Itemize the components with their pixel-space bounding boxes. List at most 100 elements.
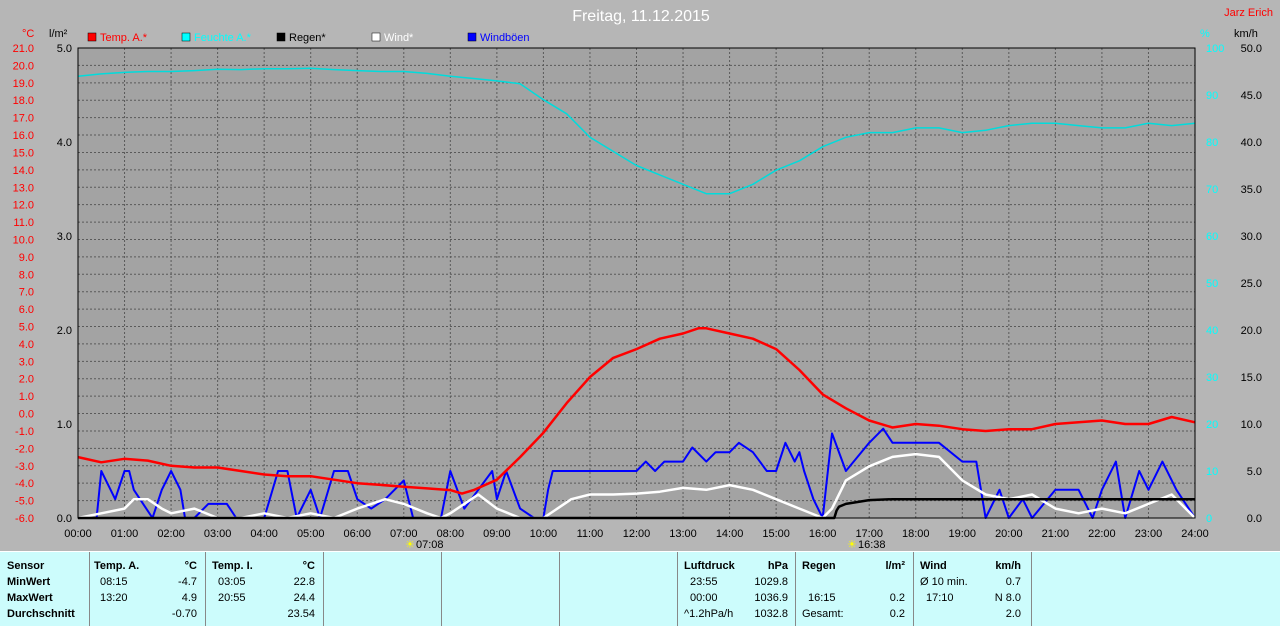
wind-tick-label: 45.0: [1241, 90, 1262, 102]
temp-tick-label: 2.0: [19, 374, 34, 386]
rain-tick-label: 4.0: [57, 137, 72, 149]
col-temp-i: Temp. I. °C 03:05 22.8 20:55 24.4 23.54: [206, 552, 324, 626]
gust-series-line: [78, 427, 1196, 519]
temp-i-header: Temp. I.: [212, 560, 253, 572]
legend-label: Windböen: [480, 32, 530, 44]
x-tick-label: 14:00: [716, 528, 744, 540]
luftdruck-unit: hPa: [767, 560, 788, 572]
humidity-tick-label: 80: [1206, 137, 1218, 149]
sunset-time: 16:38: [858, 539, 886, 550]
legend: Temp. A.* Feuchte A.* Regen* Wind* Windböen: [87, 32, 530, 44]
wind-tick-label: 25.0: [1241, 278, 1262, 290]
humidity-tick-label: 40: [1206, 325, 1218, 337]
regen-total-value: 0.2: [889, 608, 905, 620]
col-luftdruck: Luftdruck hPa 23:55 1029.8 00:00 1036.9 …: [678, 552, 796, 626]
wind-tick-label: 15.0: [1241, 372, 1262, 384]
temp-i-unit: °C: [302, 560, 315, 572]
temp-tick-label: 21.0: [13, 43, 34, 55]
legend-swatch: [87, 32, 97, 42]
wind-header: Wind: [920, 560, 947, 572]
temp-tick-label: 14.0: [13, 165, 34, 177]
x-tick-label: 10:00: [530, 528, 558, 540]
temp-tick-label: 3.0: [19, 356, 34, 368]
luftdruck-min-value: 1029.8: [754, 576, 788, 588]
legend-label: Feuchte A.*: [194, 32, 252, 44]
x-tick-label: 08:00: [437, 528, 465, 540]
temp-tick-label: 15.0: [13, 147, 34, 159]
col-empty-3: [560, 552, 678, 626]
x-tick-label: 07:00: [390, 528, 418, 540]
temp-tick-label: 4.0: [19, 339, 34, 351]
wind-max-time: 17:10: [926, 592, 954, 604]
luftdruck-min-time: 23:55: [690, 576, 718, 588]
temp-tick-label: -2.0: [15, 443, 34, 455]
temp-tick-label: -1.0: [15, 426, 34, 438]
temp-tick-label: 9.0: [19, 252, 34, 264]
rain-tick-label: 2.0: [57, 325, 72, 337]
col-empty-1: [324, 552, 442, 626]
x-tick-label: 20:00: [995, 528, 1023, 540]
regen-total-label: Gesamt:: [802, 608, 844, 620]
temp-i-max-value: 24.4: [293, 592, 315, 604]
temp-tick-label: -4.0: [15, 478, 34, 490]
chart-svg: 00:00 01:00 02:00 03:00 04:00 05:00 06:00 07:00…: [13, 7, 1273, 551]
wind-max-value: N 8.0: [994, 592, 1021, 604]
wind-tick-label: 40.0: [1241, 137, 1262, 149]
legend-label: Wind*: [384, 32, 414, 44]
x-tick-label: 03:00: [204, 528, 232, 540]
temp-a-avg-value: -0.70: [171, 608, 197, 620]
wind-tick-label: 35.0: [1241, 184, 1262, 196]
temp-tick-label: 17.0: [13, 113, 34, 125]
temp-tick-label: 20.0: [13, 60, 34, 72]
humidity-tick-label: 0: [1206, 513, 1212, 525]
temp-i-max-time: 20:55: [218, 592, 246, 604]
legend-label: Regen*: [289, 32, 326, 44]
wind-avg10-label: Ø 10 min.: [920, 576, 968, 588]
temp-unit-label: °C: [22, 28, 34, 40]
wind-tick-label: 30.0: [1241, 231, 1262, 243]
x-tick-label: 02:00: [157, 528, 185, 540]
temp-i-avg-value: 23.54: [287, 608, 315, 620]
rain-tick-label: 1.0: [57, 419, 72, 431]
wind-avg-value: 2.0: [1005, 608, 1021, 620]
temp-tick-label: -3.0: [15, 461, 34, 473]
x-tick-label: 04:00: [250, 528, 278, 540]
row-label-min: MinWert: [7, 576, 51, 588]
x-tick-label: 23:00: [1135, 528, 1163, 540]
sunrise-marker: ☀ 07:08: [405, 539, 444, 551]
x-tick-label: 15:00: [762, 528, 790, 540]
humidity-tick-label: 100: [1206, 43, 1224, 55]
chart-title: Freitag, 11.12.2015: [572, 8, 710, 25]
sensor-header: Sensor: [7, 560, 45, 572]
temp-tick-label: 0.0: [19, 409, 34, 421]
x-tick-label: 01:00: [111, 528, 139, 540]
regen-unit: l/m²: [885, 560, 905, 572]
row-label-avg: Durchschnitt: [7, 608, 75, 620]
plot-frame: [77, 47, 1196, 519]
luftdruck-header: Luftdruck: [684, 560, 735, 572]
luftdruck-max-time: 00:00: [690, 592, 718, 604]
humidity-series-line: [77, 67, 1196, 195]
temp-tick-label: 11.0: [13, 217, 34, 229]
temp-i-min-value: 22.8: [293, 576, 315, 588]
temp-tick-label: 16.0: [13, 130, 34, 142]
row-label-max: MaxWert: [7, 592, 53, 604]
legend-swatch: [276, 32, 286, 42]
regen-max-time: 16:15: [808, 592, 836, 604]
humidity-tick-label: 90: [1206, 90, 1218, 102]
tick-labels: 00:00 01:00 02:00 03:00 04:00 05:00 06:00 07:00…: [13, 43, 1262, 540]
sunset-icon: ☀: [847, 539, 857, 550]
legend-label: Temp. A.*: [100, 32, 148, 44]
temp-a-max-value: 4.9: [181, 592, 197, 604]
rain-tick-label: 3.0: [57, 231, 72, 243]
temp-tick-label: 8.0: [19, 269, 34, 281]
temp-tick-label: 6.0: [19, 304, 34, 316]
wind-avg10-value: 0.7: [1005, 576, 1021, 588]
sunrise-time: 07:08: [416, 539, 444, 550]
col-empty-2: [442, 552, 560, 626]
temp-a-header: Temp. A.: [94, 560, 140, 572]
legend-swatch: [181, 32, 191, 42]
series-layer: [77, 67, 1196, 520]
author-label: Jarz Erich: [1224, 7, 1273, 19]
rain-series-line: [78, 497, 1195, 520]
